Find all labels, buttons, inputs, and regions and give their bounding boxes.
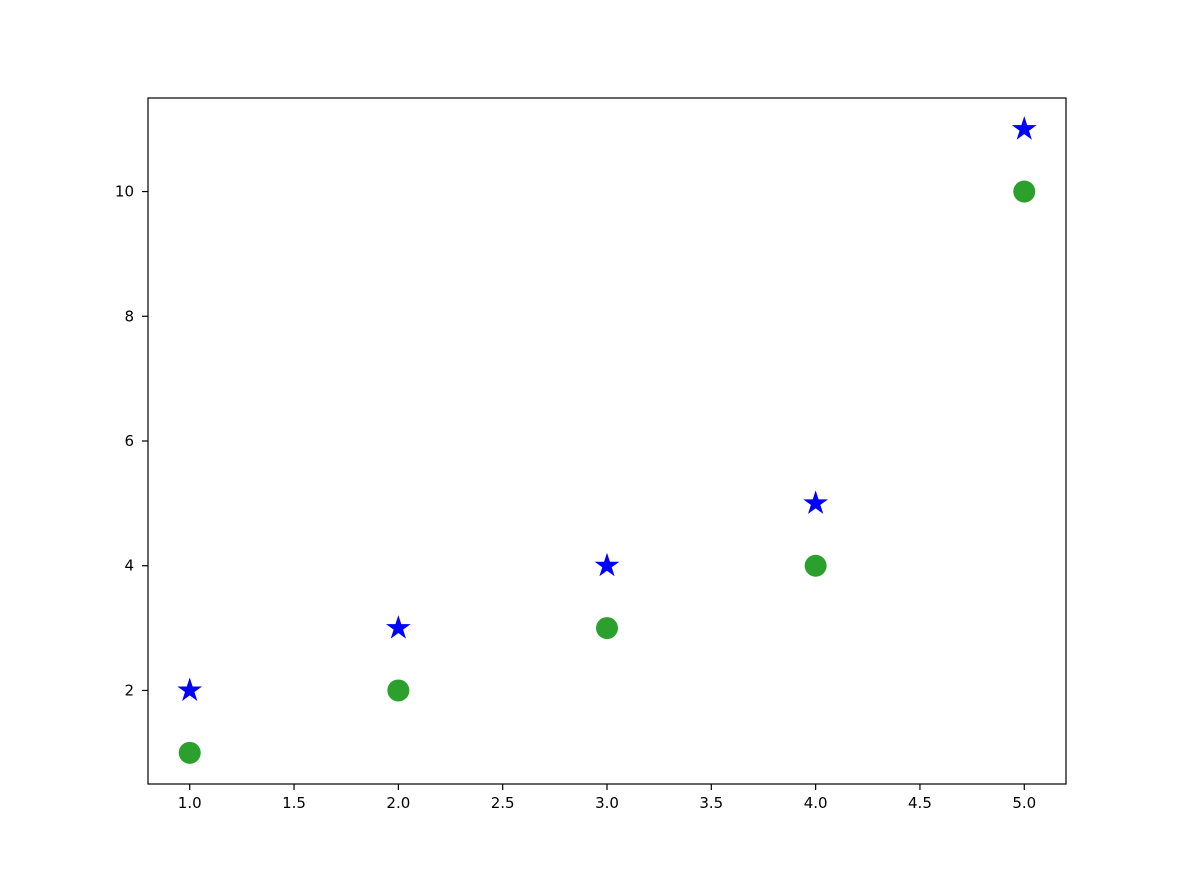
x-tick-label: 3.5: [699, 794, 723, 812]
marker-green-circles: [596, 617, 618, 639]
x-tick-label: 4.0: [804, 794, 828, 812]
x-tick-label: 4.5: [908, 794, 932, 812]
x-tick-label: 1.5: [282, 794, 306, 812]
y-tick-label: 8: [124, 307, 134, 325]
x-tick-label: 5.0: [1012, 794, 1036, 812]
x-tick-label: 2.5: [491, 794, 515, 812]
chart-svg: 1.0 1.5 2.0 2.5 3.0 3.5 4.0 4.5 5.0 2 4 6 8 10: [0, 0, 1184, 888]
y-tick-label: 2: [124, 681, 134, 699]
x-tick-label: 1.0: [178, 794, 202, 812]
x-tick-label: 2.0: [386, 794, 410, 812]
marker-green-circles: [179, 742, 201, 764]
scatter-chart: 1.0 1.5 2.0 2.5 3.0 3.5 4.0 4.5 5.0 2 4 6 8 10: [0, 0, 1184, 888]
marker-green-circles: [805, 555, 827, 577]
marker-green-circles: [1013, 181, 1035, 203]
marker-green-circles: [387, 679, 409, 701]
y-tick-label: 6: [124, 432, 134, 450]
y-tick-label: 4: [124, 557, 134, 575]
y-tick-label: 10: [115, 183, 134, 201]
x-tick-label: 3.0: [595, 794, 619, 812]
